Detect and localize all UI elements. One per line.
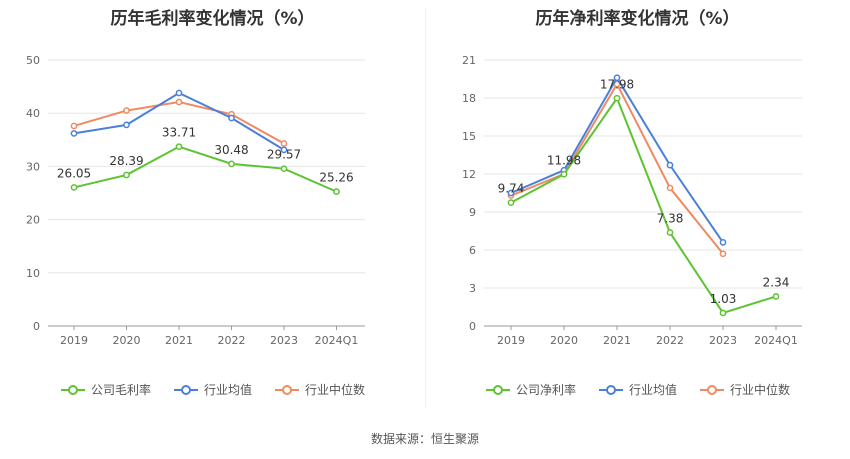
legend-label: 公司净利率	[515, 383, 576, 397]
x-tick-label: 2023	[270, 334, 298, 347]
data-point	[560, 170, 568, 178]
data-label: 9.74	[498, 182, 525, 196]
y-tick-label: 21	[462, 54, 476, 67]
series-line	[510, 81, 724, 255]
legend-marker-icon	[485, 384, 510, 395]
data-point	[772, 293, 780, 300]
data-point	[70, 130, 78, 137]
data-point	[175, 98, 183, 106]
x-tick-label: 2024Q1	[315, 334, 359, 347]
data-point	[333, 188, 340, 195]
gross-margin-chart: 历年毛利率变化情况（%） 0 10 20 30 40 50 2019 2020 2021 2022…	[0, 0, 425, 420]
x-tick-label: 2021	[603, 334, 631, 347]
data-point	[280, 140, 288, 147]
data-label: 26.05	[57, 166, 91, 180]
legend-marker-icon	[275, 384, 299, 395]
data-point	[666, 161, 674, 169]
data-point	[280, 146, 288, 154]
legend: 公司净利率 行业均值 行业中位数	[425, 381, 850, 398]
x-tick-label: 2019	[497, 334, 525, 347]
data-label: 33.71	[162, 126, 196, 140]
legend-marker-icon	[598, 384, 623, 395]
data-point	[70, 122, 78, 130]
y-tick-label: 30	[26, 160, 40, 173]
y-tick-label: 15	[462, 130, 476, 143]
legend-item[interactable]: 行业均值	[598, 381, 677, 398]
y-tick-label: 6	[469, 244, 476, 257]
data-point	[175, 143, 183, 151]
legend: 公司毛利率 行业均值 行业中位数	[0, 381, 425, 398]
y-tick-label: 9	[469, 206, 476, 219]
data-point	[228, 160, 235, 168]
data-point	[613, 74, 621, 82]
x-tick-label: 2022	[218, 334, 246, 347]
data-label: 11.98	[547, 153, 581, 167]
y-tick-label: 40	[26, 107, 40, 120]
data-label: 28.39	[109, 154, 143, 168]
data-label: 17.98	[600, 77, 634, 91]
legend-item[interactable]: 公司毛利率	[60, 381, 151, 398]
y-tick-label: 20	[26, 214, 40, 227]
data-point	[507, 199, 515, 206]
series-line	[510, 96, 777, 315]
y-tick-label: 0	[469, 320, 476, 333]
data-point	[719, 239, 727, 246]
legend-marker-icon	[60, 384, 85, 395]
net-margin-plot: 0 3 6 9 12 15 18 21 2019 2020 2021 2022 2023 2024Q1 9.…	[462, 54, 802, 347]
data-label: 2.34	[763, 275, 790, 289]
y-tick-label: 12	[462, 168, 476, 181]
x-tick-label: 2023	[709, 334, 737, 347]
legend-item[interactable]: 行业中位数	[274, 381, 365, 398]
x-tick-label: 2021	[165, 334, 193, 347]
y-tick-label: 0	[33, 320, 40, 333]
data-point	[719, 309, 727, 317]
legend-item[interactable]: 公司净利率	[485, 381, 576, 398]
legend-label: 行业中位数	[305, 383, 366, 397]
data-label: 25.26	[319, 171, 353, 185]
data-label: 7.38	[657, 212, 684, 226]
x-tick-label: 2024Q1	[754, 334, 798, 347]
gross-margin-plot: 0 10 20 30 40 50 2019 2020 2021 2022 2023 2024Q1 26.…	[26, 54, 365, 347]
data-point	[280, 165, 288, 173]
legend-marker-icon	[700, 384, 724, 395]
data-point	[666, 184, 674, 192]
data-point	[70, 184, 78, 191]
data-point	[175, 89, 183, 97]
data-label: 1.03	[710, 292, 737, 306]
data-point	[719, 250, 727, 258]
x-tick-label: 2020	[113, 334, 141, 347]
legend-item[interactable]: 行业均值	[173, 381, 252, 398]
data-point	[123, 107, 130, 114]
data-point	[613, 94, 621, 102]
y-tick-label: 3	[469, 282, 476, 295]
data-point	[123, 171, 130, 179]
legend-item[interactable]: 行业中位数	[699, 381, 790, 398]
x-tick-label: 2022	[656, 334, 684, 347]
data-point	[123, 121, 130, 129]
legend-label: 公司毛利率	[90, 383, 151, 397]
y-tick-label: 18	[462, 92, 476, 105]
x-tick-label: 2019	[60, 334, 88, 347]
legend-label: 行业均值	[203, 383, 252, 397]
series-line	[73, 145, 337, 193]
net-margin-chart: 历年净利率变化情况（%） 0 3 6 9 12 15 18 21 2019 2020 2021 202…	[425, 0, 850, 420]
x-tick-label: 2020	[550, 334, 578, 347]
legend-label: 行业均值	[628, 383, 677, 397]
chart-title: 历年净利率变化情况（%）	[535, 9, 740, 29]
series-line	[510, 75, 724, 243]
data-label: 30.48	[214, 143, 248, 157]
y-tick-label: 50	[26, 54, 40, 67]
y-tick-label: 10	[26, 267, 40, 280]
legend-label: 行业中位数	[730, 383, 791, 397]
panel-divider	[425, 8, 426, 408]
data-point	[666, 229, 674, 236]
chart-title: 历年毛利率变化情况（%）	[110, 9, 315, 29]
legend-marker-icon	[173, 384, 198, 395]
data-point	[228, 114, 235, 122]
data-source: 数据来源：恒生聚源	[370, 432, 479, 446]
data-point	[507, 189, 515, 197]
data-label: 29.57	[267, 148, 301, 162]
